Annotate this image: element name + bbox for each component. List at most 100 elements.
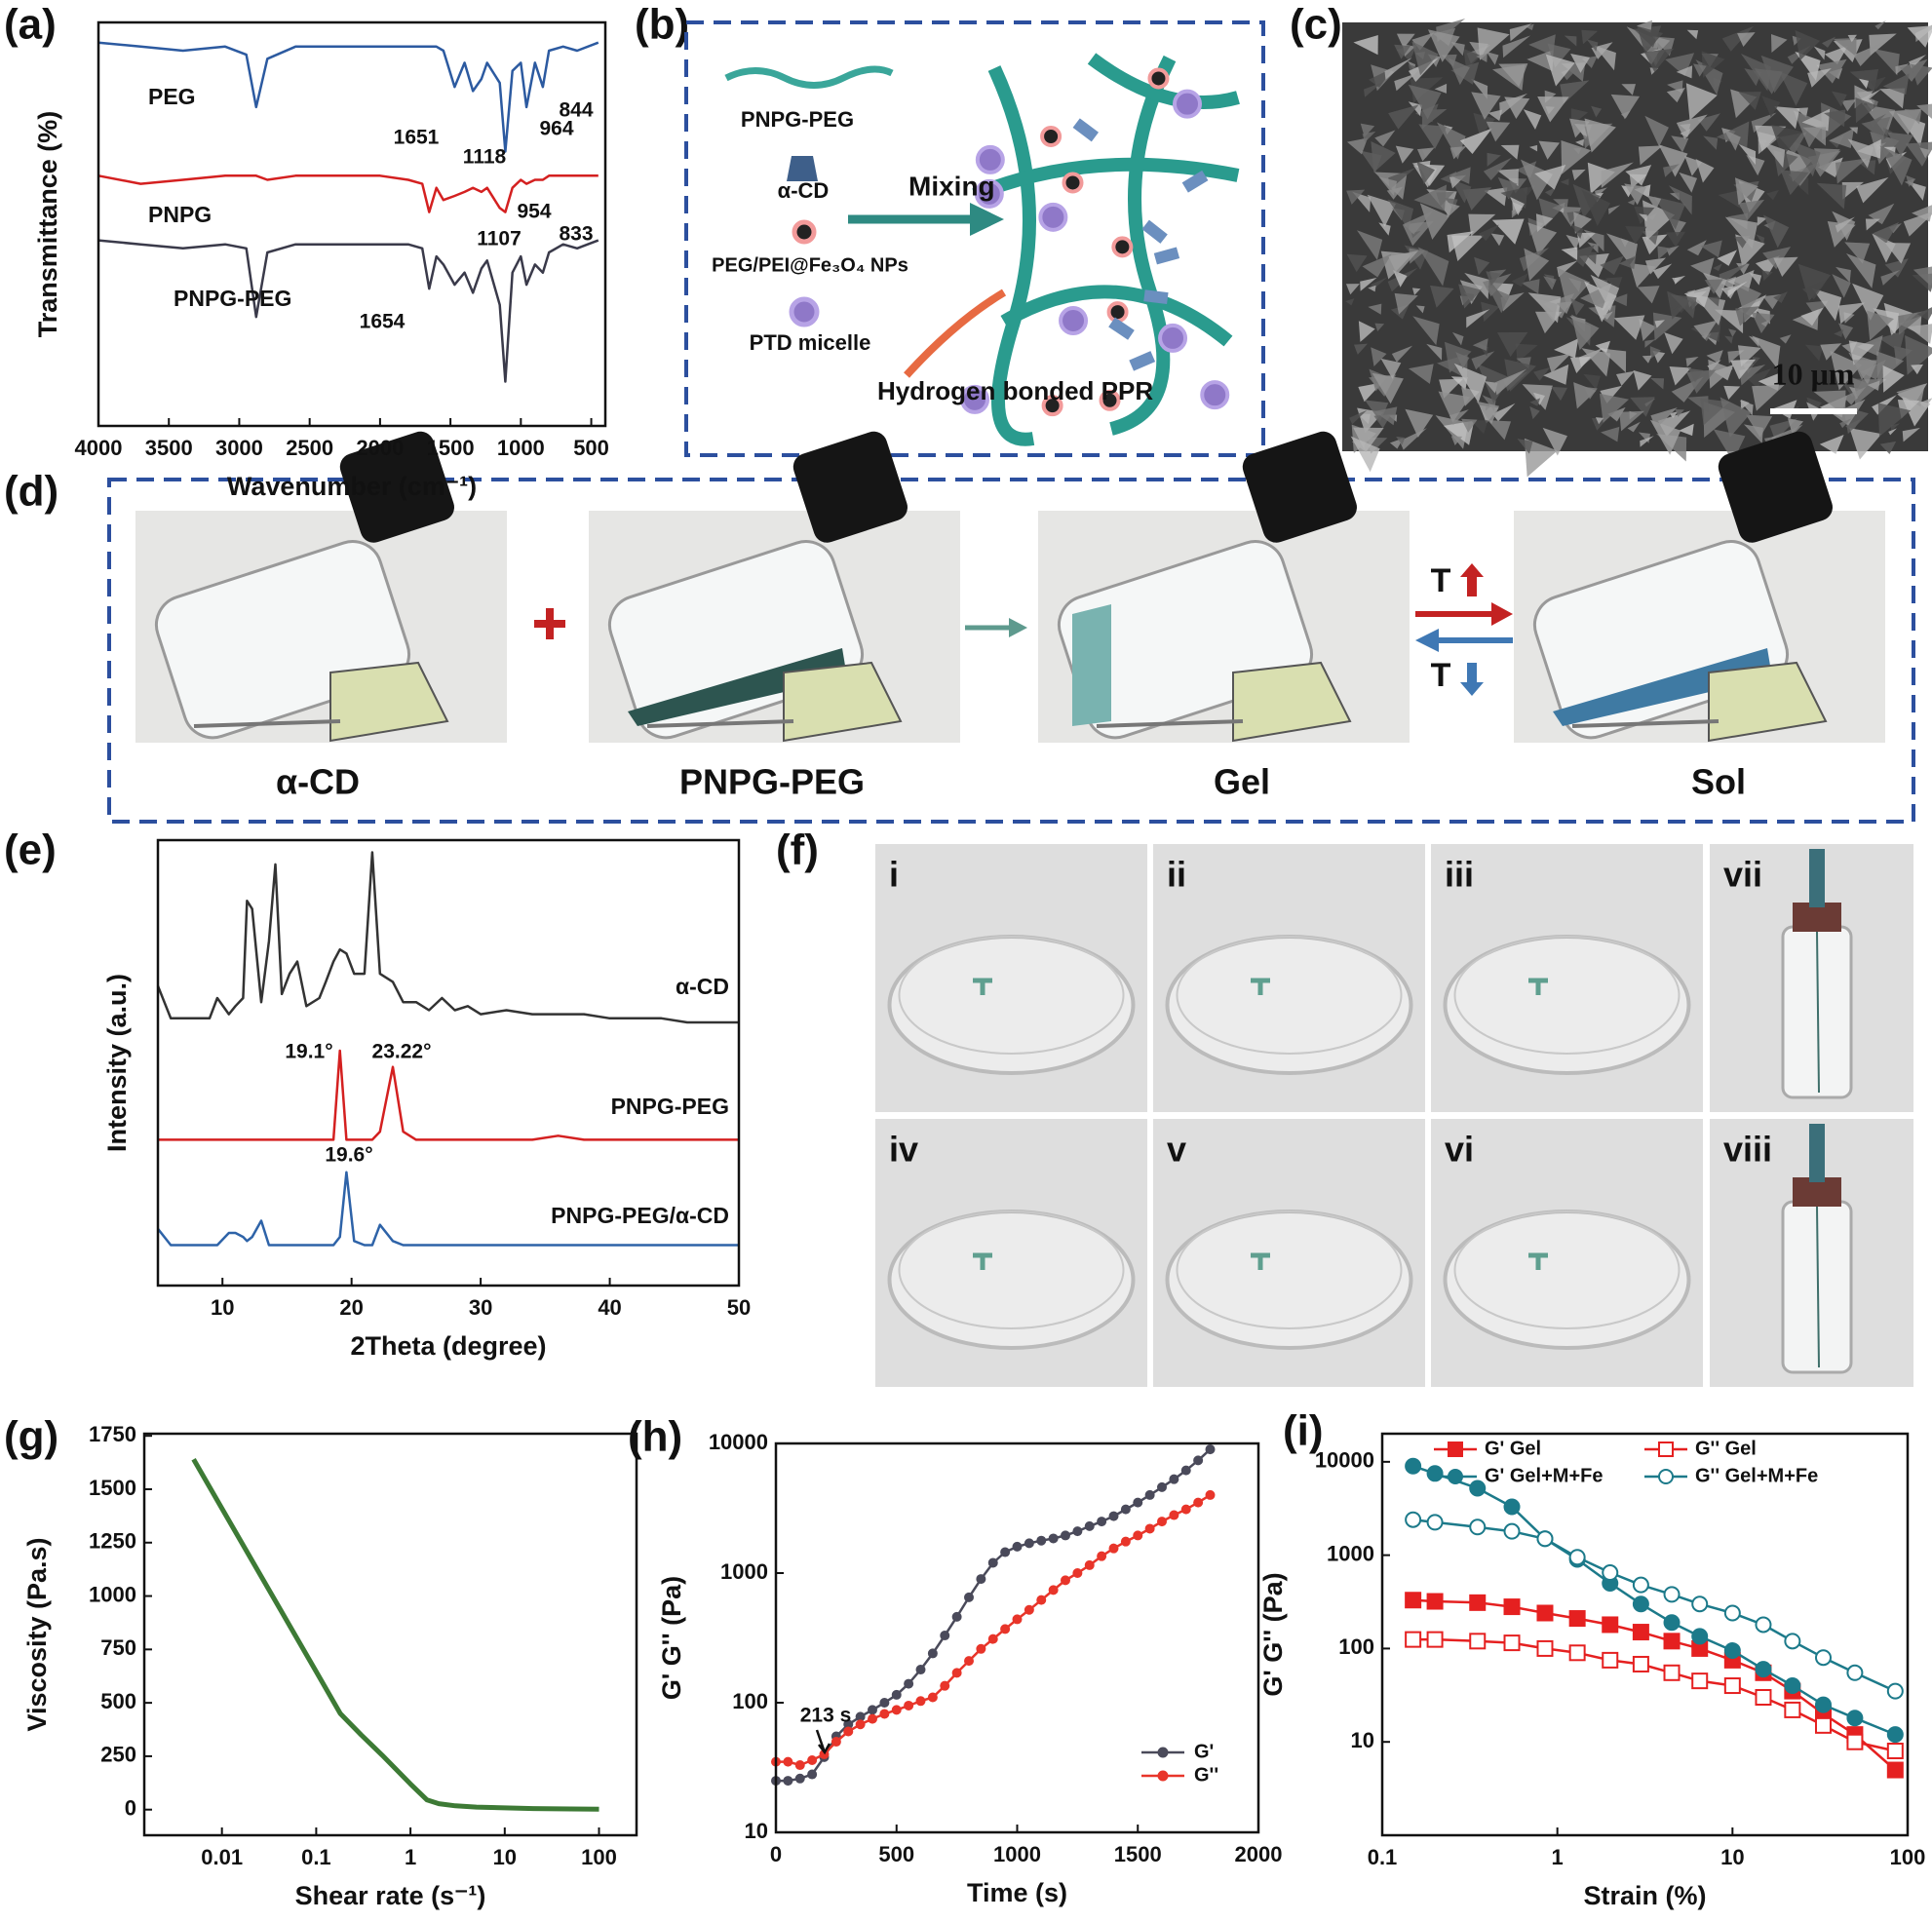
x-tick-label: 0.1 [1368, 1845, 1398, 1869]
marker [1469, 1594, 1487, 1611]
marker [1691, 1595, 1709, 1613]
sem-flake [1853, 42, 1884, 67]
annotation: 213 s [800, 1705, 852, 1727]
sem-flake [1883, 302, 1913, 336]
sem-flake [1569, 357, 1592, 373]
sem-flake [1545, 54, 1575, 87]
liquid [1072, 604, 1111, 726]
sem-flake [1626, 257, 1636, 265]
sem-flake [1873, 221, 1900, 244]
sem-flake [1835, 266, 1851, 283]
sem-flake [1830, 350, 1862, 391]
y-tick-label: 10000 [709, 1430, 768, 1454]
sem-flake [1491, 218, 1525, 245]
sem-flake [1837, 302, 1866, 325]
sem-flake [1675, 409, 1684, 417]
sem-flake [1849, 127, 1859, 135]
micelle-icon [789, 296, 820, 327]
marker [1180, 1465, 1191, 1476]
sem-flake [1405, 408, 1434, 438]
sem-flake [1773, 291, 1788, 303]
sem-flake [1630, 397, 1655, 417]
x-tick-label: 2000 [356, 436, 404, 460]
marker [1024, 1538, 1034, 1549]
sem-flake [1500, 144, 1520, 160]
sem-flake [1879, 145, 1913, 186]
sem-flake [1904, 178, 1914, 187]
sem-flake [1346, 189, 1366, 205]
sem-flake [1625, 225, 1647, 245]
sem-flake [1529, 398, 1541, 406]
marker [1024, 1604, 1034, 1615]
sem-flake [1653, 196, 1686, 230]
marker [843, 1726, 854, 1737]
sem-flake [1350, 436, 1380, 473]
marker [1084, 1559, 1095, 1570]
sem-flake [1717, 250, 1737, 266]
marker [1663, 1614, 1681, 1632]
sem-flake [1801, 108, 1831, 132]
sem-flake [1371, 140, 1396, 173]
binder-clip [329, 661, 449, 743]
marker [879, 1709, 890, 1719]
sem-flake [1778, 71, 1808, 106]
photo-label: PNPG-PEG [679, 762, 865, 802]
y-tick-label: 10 [745, 1819, 768, 1843]
marker [1193, 1497, 1204, 1508]
marker [783, 1756, 793, 1767]
sem-flake [1595, 340, 1610, 354]
sem-flake [1591, 42, 1613, 59]
np-icon [792, 219, 817, 245]
marker [1846, 1710, 1864, 1727]
marker [1846, 1733, 1864, 1750]
y-tick-label: 1000 [89, 1582, 136, 1606]
sem-flake [1528, 34, 1556, 57]
sem-flake [1663, 164, 1680, 177]
annotation: 1107 [477, 228, 522, 250]
x-tick-label: 1 [405, 1845, 416, 1869]
sem-flake [1388, 104, 1419, 130]
micelle [1059, 306, 1089, 336]
marker [1048, 1533, 1059, 1544]
sem-flake [1801, 279, 1828, 300]
panel-label: (b) [635, 1, 689, 49]
sem-flake [1394, 292, 1418, 315]
sem-flake [1657, 246, 1672, 260]
sem-flake [1642, 355, 1652, 364]
petri-dish-rim [1453, 1211, 1681, 1329]
sem-flake [1728, 328, 1737, 337]
sem-flake [1639, 213, 1647, 222]
marker [1632, 1576, 1649, 1594]
photo-label: α-CD [276, 762, 360, 802]
sem-flake [1713, 429, 1746, 462]
marker [1097, 1551, 1107, 1561]
clip-wire [193, 719, 341, 728]
sem-flake [1527, 222, 1558, 256]
sem-flake [1666, 87, 1685, 103]
y-tick-label: 1000 [720, 1559, 768, 1584]
sem-flake [1726, 269, 1755, 292]
sem-flake [1556, 301, 1572, 315]
series-line [97, 174, 599, 213]
x-tick-label: 1000 [993, 1842, 1041, 1866]
sem-flake [1449, 167, 1471, 184]
y-axis-label: Intensity (a.u.) [102, 974, 132, 1152]
sem-flake [1504, 96, 1530, 120]
sem-flake [1646, 195, 1662, 211]
marker [891, 1689, 902, 1700]
sem-flake [1462, 187, 1492, 211]
sem-flake [1571, 169, 1586, 181]
x-axis-label: Wavenumber (cm⁻¹) [227, 472, 477, 501]
x-tick-label: 0.1 [301, 1845, 331, 1869]
photo-label: Gel [1214, 762, 1270, 802]
marker [1691, 1628, 1709, 1645]
sem-flake [1543, 364, 1569, 385]
y-tick-label: 100 [732, 1689, 768, 1713]
sem-flake [1844, 242, 1871, 264]
sem-flake [1345, 298, 1355, 306]
marker [1886, 1726, 1904, 1744]
sem-flake [1498, 63, 1528, 88]
annotation-arrow [815, 1729, 831, 1755]
sem-flake [1695, 159, 1715, 183]
